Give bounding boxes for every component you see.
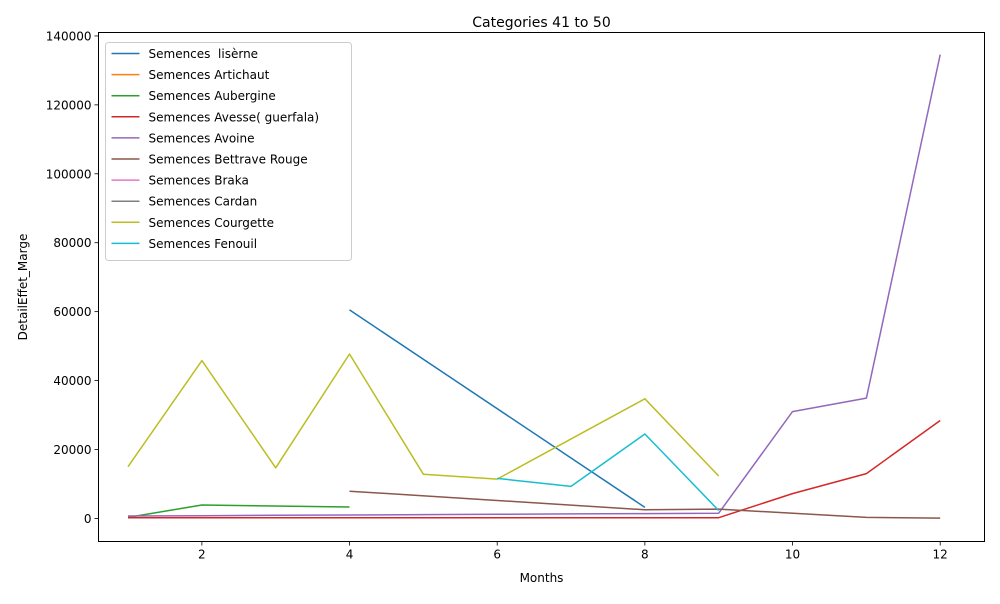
x-tick-label: 8 (641, 548, 649, 562)
series-line-9 (497, 433, 720, 512)
y-tick-label: 40000 (53, 374, 91, 388)
legend-label: Semences Courgette (149, 216, 275, 230)
y-tick-label: 20000 (53, 443, 91, 457)
y-tick-label: 80000 (53, 236, 91, 250)
series-line-2 (127, 504, 350, 519)
x-tick-label: 6 (493, 548, 501, 562)
y-axis-label: DetailEffet_Marge (16, 234, 30, 341)
x-tick-label: 10 (785, 548, 800, 562)
series-line-4 (127, 54, 941, 517)
legend-box (105, 42, 352, 261)
legend-label: Semences Artichaut (149, 68, 270, 82)
legend-label: Semences Fenouil (149, 237, 258, 251)
series-line-0 (349, 309, 646, 509)
y-tick-label: 60000 (53, 305, 91, 319)
series-line-5 (349, 490, 941, 519)
plot-lines (127, 54, 941, 519)
legend-label: Semences Avesse( guerfala) (149, 110, 320, 124)
chart-title: Categories 41 to 50 (472, 15, 611, 31)
legend-label: Semences Avoine (149, 131, 255, 145)
y-tick-label: 140000 (46, 29, 92, 43)
y-tick-label: 0 (84, 512, 92, 526)
x-axis: 2 4 6 8 10 12 (198, 541, 948, 562)
legend-label: Semences Braka (149, 174, 249, 188)
series-line-8 (127, 353, 720, 480)
legend-label: Semences lisèrne (149, 47, 259, 61)
x-tick-label: 4 (346, 548, 354, 562)
legend-label: Semences Aubergine (149, 89, 276, 103)
y-tick-label: 100000 (46, 167, 92, 181)
series-line-3 (128, 419, 941, 519)
x-axis-label: Months (520, 571, 564, 585)
legend: Semences lisèrne Semences Artichaut Semenc… (105, 42, 352, 261)
x-tick-label: 12 (933, 548, 948, 562)
legend-label: Semences Bettrave Rouge (149, 153, 308, 167)
y-axis: 0 20000 40000 60000 80000 100000 120000 140000 (46, 29, 99, 526)
x-tick-label: 2 (198, 548, 206, 562)
legend-label: Semences Cardan (149, 195, 258, 209)
plot-frame (98, 32, 985, 542)
y-tick-label: 120000 (46, 98, 92, 112)
